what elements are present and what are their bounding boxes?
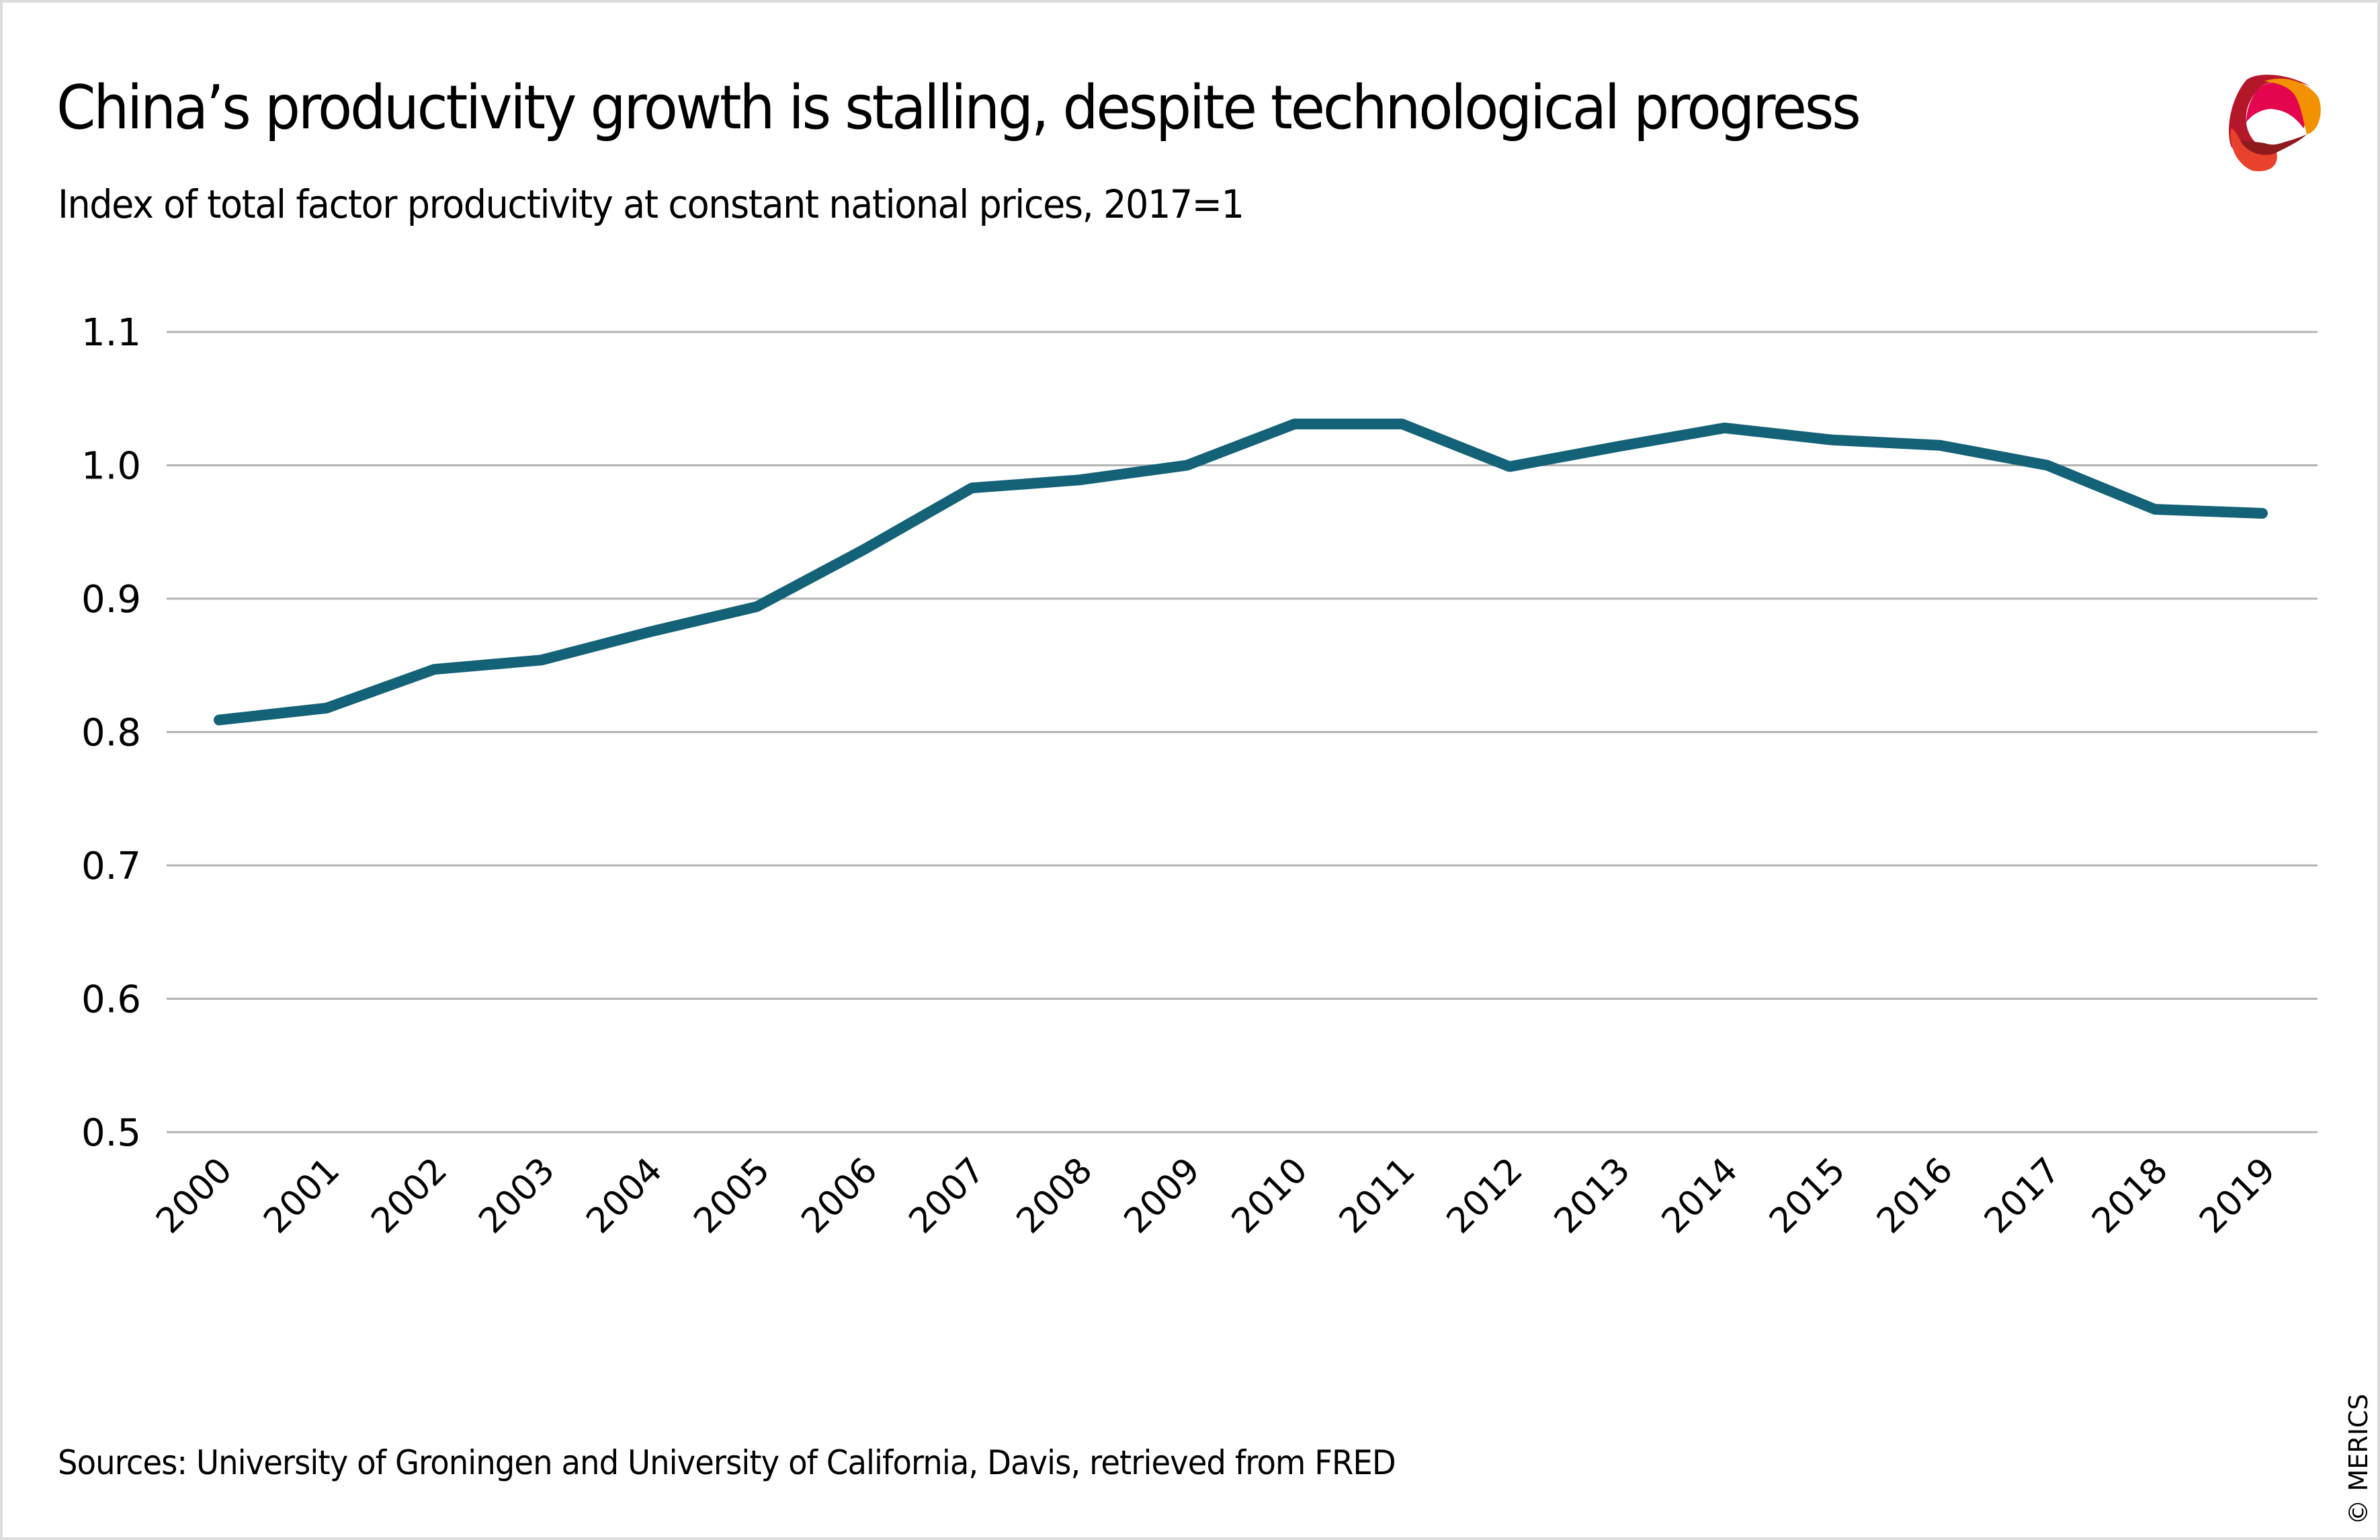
x-tick-label: 2002	[364, 1150, 455, 1242]
x-tick-label: 2008	[1009, 1150, 1101, 1242]
x-tick-label: 2014	[1654, 1150, 1746, 1242]
x-tick-label: 2010	[1224, 1150, 1316, 1242]
x-tick-label: 2003	[471, 1150, 562, 1242]
y-tick-label: 0.5	[81, 1111, 141, 1155]
logo-segment-coral	[2230, 128, 2277, 171]
series-layer	[214, 419, 2268, 726]
logo-segment-darkred	[2229, 75, 2310, 159]
x-tick-label: 2016	[1869, 1150, 1961, 1242]
x-axis-tick-labels: 2000 2001 2002 2003 2004 2005 2006 2007 2008 2009…	[148, 1150, 2283, 1242]
x-tick-label: 2006	[794, 1150, 886, 1242]
x-tick-label: 2001	[256, 1150, 347, 1242]
grid-lines	[167, 331, 2318, 1133]
y-tick-label: 0.6	[81, 978, 141, 1022]
y-tick-label: 0.9	[81, 578, 141, 622]
merics-logo-icon	[2229, 75, 2321, 171]
y-axis-tick-labels: 1.1 1.0 0.9 0.8 0.7 0.6 0.5	[81, 311, 141, 1155]
x-tick-label: 2018	[2084, 1150, 2176, 1242]
logo-center-hole	[2246, 109, 2303, 145]
y-tick-label: 0.8	[81, 712, 141, 755]
copyright-label: © MERICS	[2344, 1394, 2373, 1525]
x-tick-label: 2007	[902, 1150, 993, 1242]
x-tick-label: 2017	[1977, 1150, 2068, 1242]
series-line-tfp	[214, 419, 2268, 726]
x-tick-label: 2013	[1547, 1150, 1638, 1242]
logo-segment-orange	[2264, 79, 2321, 134]
y-tick-label: 1.0	[81, 445, 141, 488]
chart-subtitle: Index of total factor productivity at co…	[58, 181, 1244, 227]
y-tick-label: 1.1	[81, 311, 141, 355]
x-tick-label: 2004	[579, 1150, 670, 1242]
x-tick-label: 2005	[686, 1150, 777, 1242]
x-tick-label: 2015	[1762, 1150, 1853, 1242]
y-tick-label: 0.7	[81, 845, 141, 888]
source-note: Sources: University of Groningen and Uni…	[58, 1443, 1396, 1482]
x-tick-label: 2019	[2192, 1150, 2283, 1242]
x-tick-label: 2011	[1332, 1150, 1423, 1242]
logo-segment-pink	[2246, 81, 2305, 128]
chart-title: China’s productivity growth is stalling,…	[56, 73, 1861, 143]
x-tick-label: 2009	[1117, 1150, 1208, 1242]
x-tick-label: 2012	[1439, 1150, 1531, 1242]
x-tick-label: 2000	[148, 1150, 240, 1242]
